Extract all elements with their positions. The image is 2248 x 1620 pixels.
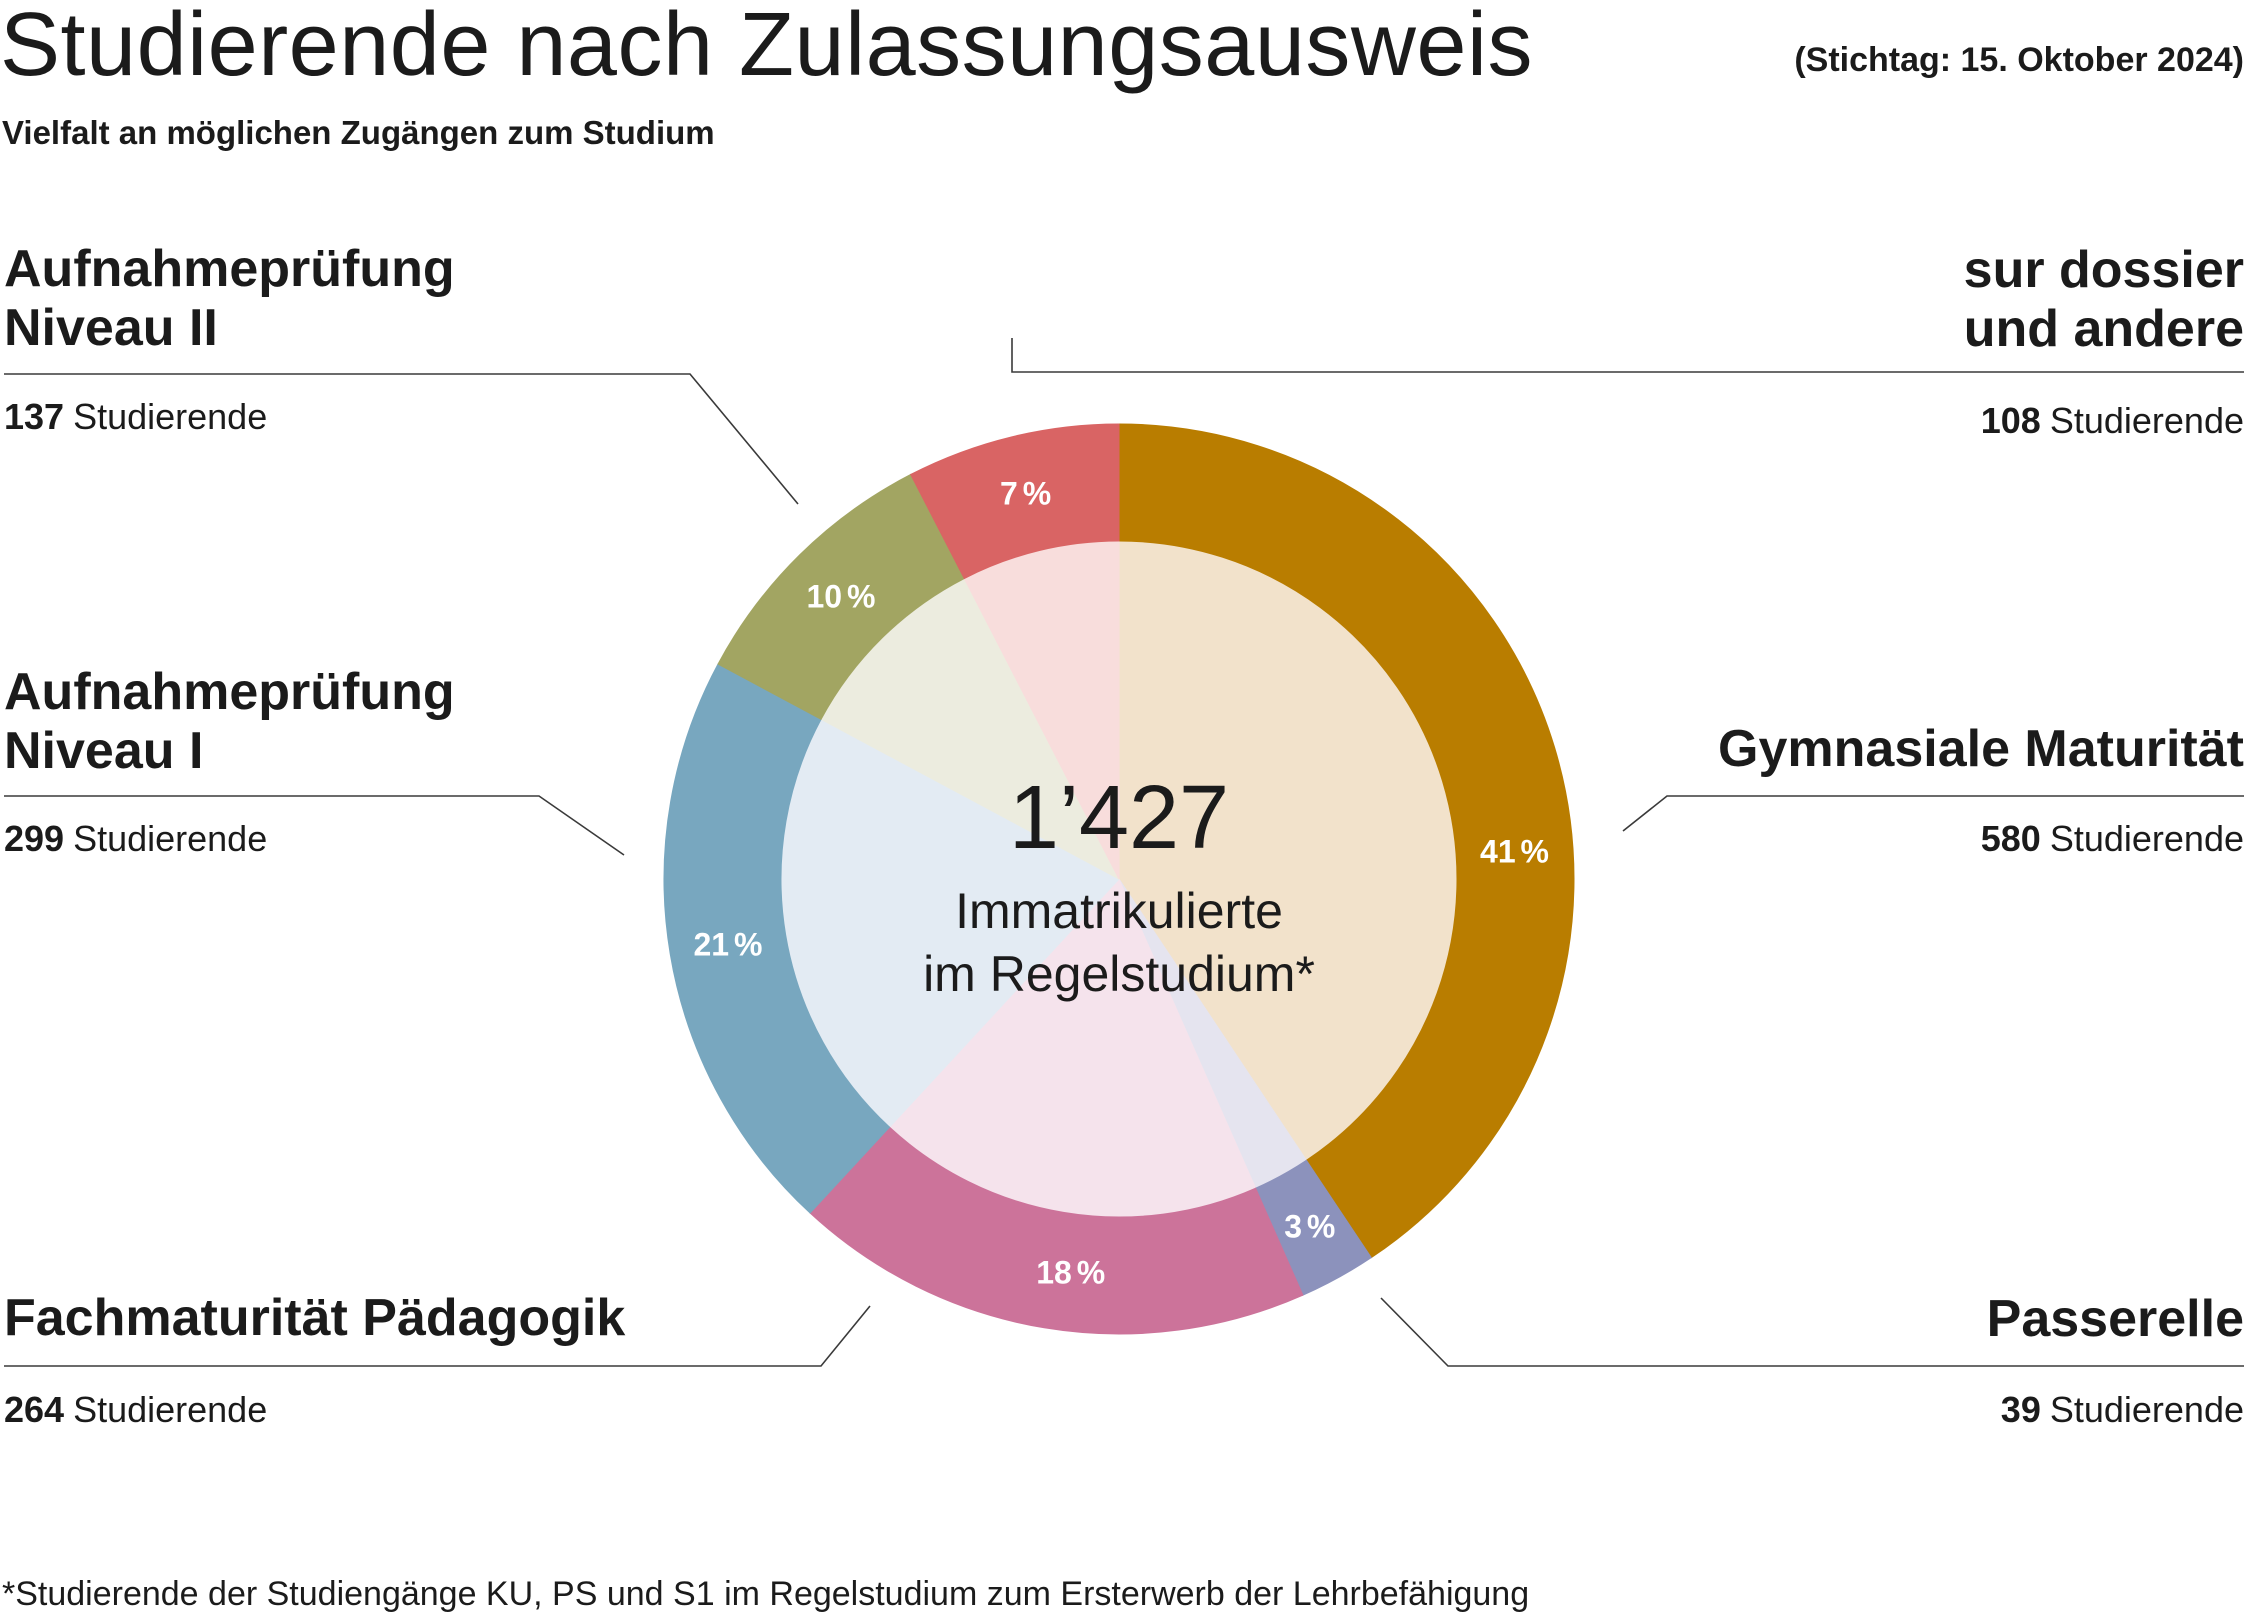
reference-date-note: (Stichtag: 15. Oktober 2024) <box>1794 41 2244 79</box>
callout-heading-fachmaturitaet-paedagogik: Fachmaturität Pädagogik <box>4 1289 625 1348</box>
donut-segment-fachmaturitaet-paedagogik <box>809 1126 1304 1335</box>
count-value: 39 <box>2000 1389 2041 1430</box>
donut-segment-sur-dossier-und-andere <box>910 423 1120 580</box>
count-value: 264 <box>4 1389 65 1430</box>
count-unit: Studierende <box>2049 1389 2244 1430</box>
callout-heading-line: Niveau I <box>4 722 204 780</box>
percent-label-sur-dossier-und-andere: 7 % <box>1000 476 1051 512</box>
count-value: 299 <box>4 818 65 859</box>
leader-line-aufnahmepruefung-niveau-i <box>4 795 625 856</box>
leader-line-sur-dossier-und-andere <box>1011 338 2244 373</box>
callout-count-fachmaturitaet-paedagogik: 264 Studierende <box>4 1388 267 1432</box>
callout-heading-passerelle: Passerelle <box>1987 1290 2244 1349</box>
count-unit: Studierende <box>73 396 268 437</box>
count-unit: Studierende <box>2049 400 2244 441</box>
callout-heading-gymnasiale-maturitaet: Gymnasiale Maturität <box>1718 720 2244 779</box>
donut-segment-aufnahmepruefung-niveau-i <box>663 663 891 1214</box>
callout-heading-line: Gymnasiale Maturität <box>1718 720 2244 778</box>
callout-heading-line: Aufnahmeprüfung <box>4 663 455 721</box>
count-unit: Studierende <box>2049 818 2244 859</box>
count-unit: Studierende <box>73 1389 268 1430</box>
callout-heading-sur-dossier-und-andere: sur dossier und andere <box>1964 241 2244 359</box>
callout-heading-aufnahmepruefung-niveau-i: Aufnahmeprüfung Niveau I <box>4 663 455 781</box>
leader-line-gymnasiale-maturitaet <box>1622 795 2244 832</box>
percent-labels: 41 % 3 % 18 % 21 % 10 % 7 % <box>693 476 1549 1291</box>
callout-heading-aufnahmepruefung-niveau-ii: Aufnahmeprüfung Niveau II <box>4 240 455 358</box>
callout-heading-line: Aufnahmeprüfung <box>4 240 455 298</box>
leader-line-fachmaturitaet-paedagogik <box>4 1305 871 1367</box>
callout-heading-line: Niveau II <box>4 299 218 357</box>
donut-ring <box>663 423 1575 1335</box>
percent-label-passerelle: 3 % <box>1284 1209 1335 1245</box>
callout-heading-line: sur dossier <box>1963 241 2244 299</box>
percent-label-gymnasiale-maturitaet: 41 % <box>1480 833 1549 869</box>
callout-heading-line: Fachmaturität Pädagogik <box>4 1289 626 1347</box>
total-count: 1’427 <box>1008 768 1230 868</box>
callout-count-gymnasiale-maturitaet: 580 Studierende <box>1981 817 2244 861</box>
donut-center-text: 1’427 Immatrikulierte im Regelstudium* <box>819 768 1419 1006</box>
chart-title: Studierende nach Zulassungsausweis <box>0 0 1533 95</box>
callout-heading-line: und andere <box>1963 300 2244 358</box>
percent-label-aufnahmepruefung-niveau-ii: 10 % <box>806 578 875 614</box>
callout-count-aufnahmepruefung-niveau-ii: 137 Studierende <box>4 395 267 439</box>
center-caption-line: Immatrikulierte <box>955 883 1283 939</box>
chart-subtitle: Vielfalt an möglichen Zugängen zum Studi… <box>2 114 715 151</box>
callout-heading-line: Passerelle <box>1986 1290 2244 1348</box>
count-unit: Studierende <box>73 818 268 859</box>
footnote: *Studierende der Studiengänge KU, PS und… <box>2 1575 1530 1613</box>
center-caption: Immatrikulierte im Regelstudium* <box>819 880 1419 1006</box>
leader-line-passerelle <box>1380 1297 2244 1367</box>
percent-label-aufnahmepruefung-niveau-i: 21 % <box>693 927 762 963</box>
callout-count-sur-dossier-und-andere: 108 Studierende <box>1981 399 2244 443</box>
callout-count-passerelle: 39 Studierende <box>2001 1388 2244 1432</box>
count-value: 137 <box>4 396 65 437</box>
leader-line-aufnahmepruefung-niveau-ii <box>4 373 799 505</box>
leader-lines <box>4 338 2244 1367</box>
donut-segment-gymnasiale-maturitaet <box>1118 423 1575 1259</box>
callout-count-aufnahmepruefung-niveau-i: 299 Studierende <box>4 817 267 861</box>
count-value: 580 <box>1980 818 2041 859</box>
count-value: 108 <box>1980 400 2041 441</box>
percent-label-fachmaturitaet-paedagogik: 18 % <box>1036 1255 1105 1291</box>
center-caption-line: im Regelstudium* <box>923 946 1315 1002</box>
